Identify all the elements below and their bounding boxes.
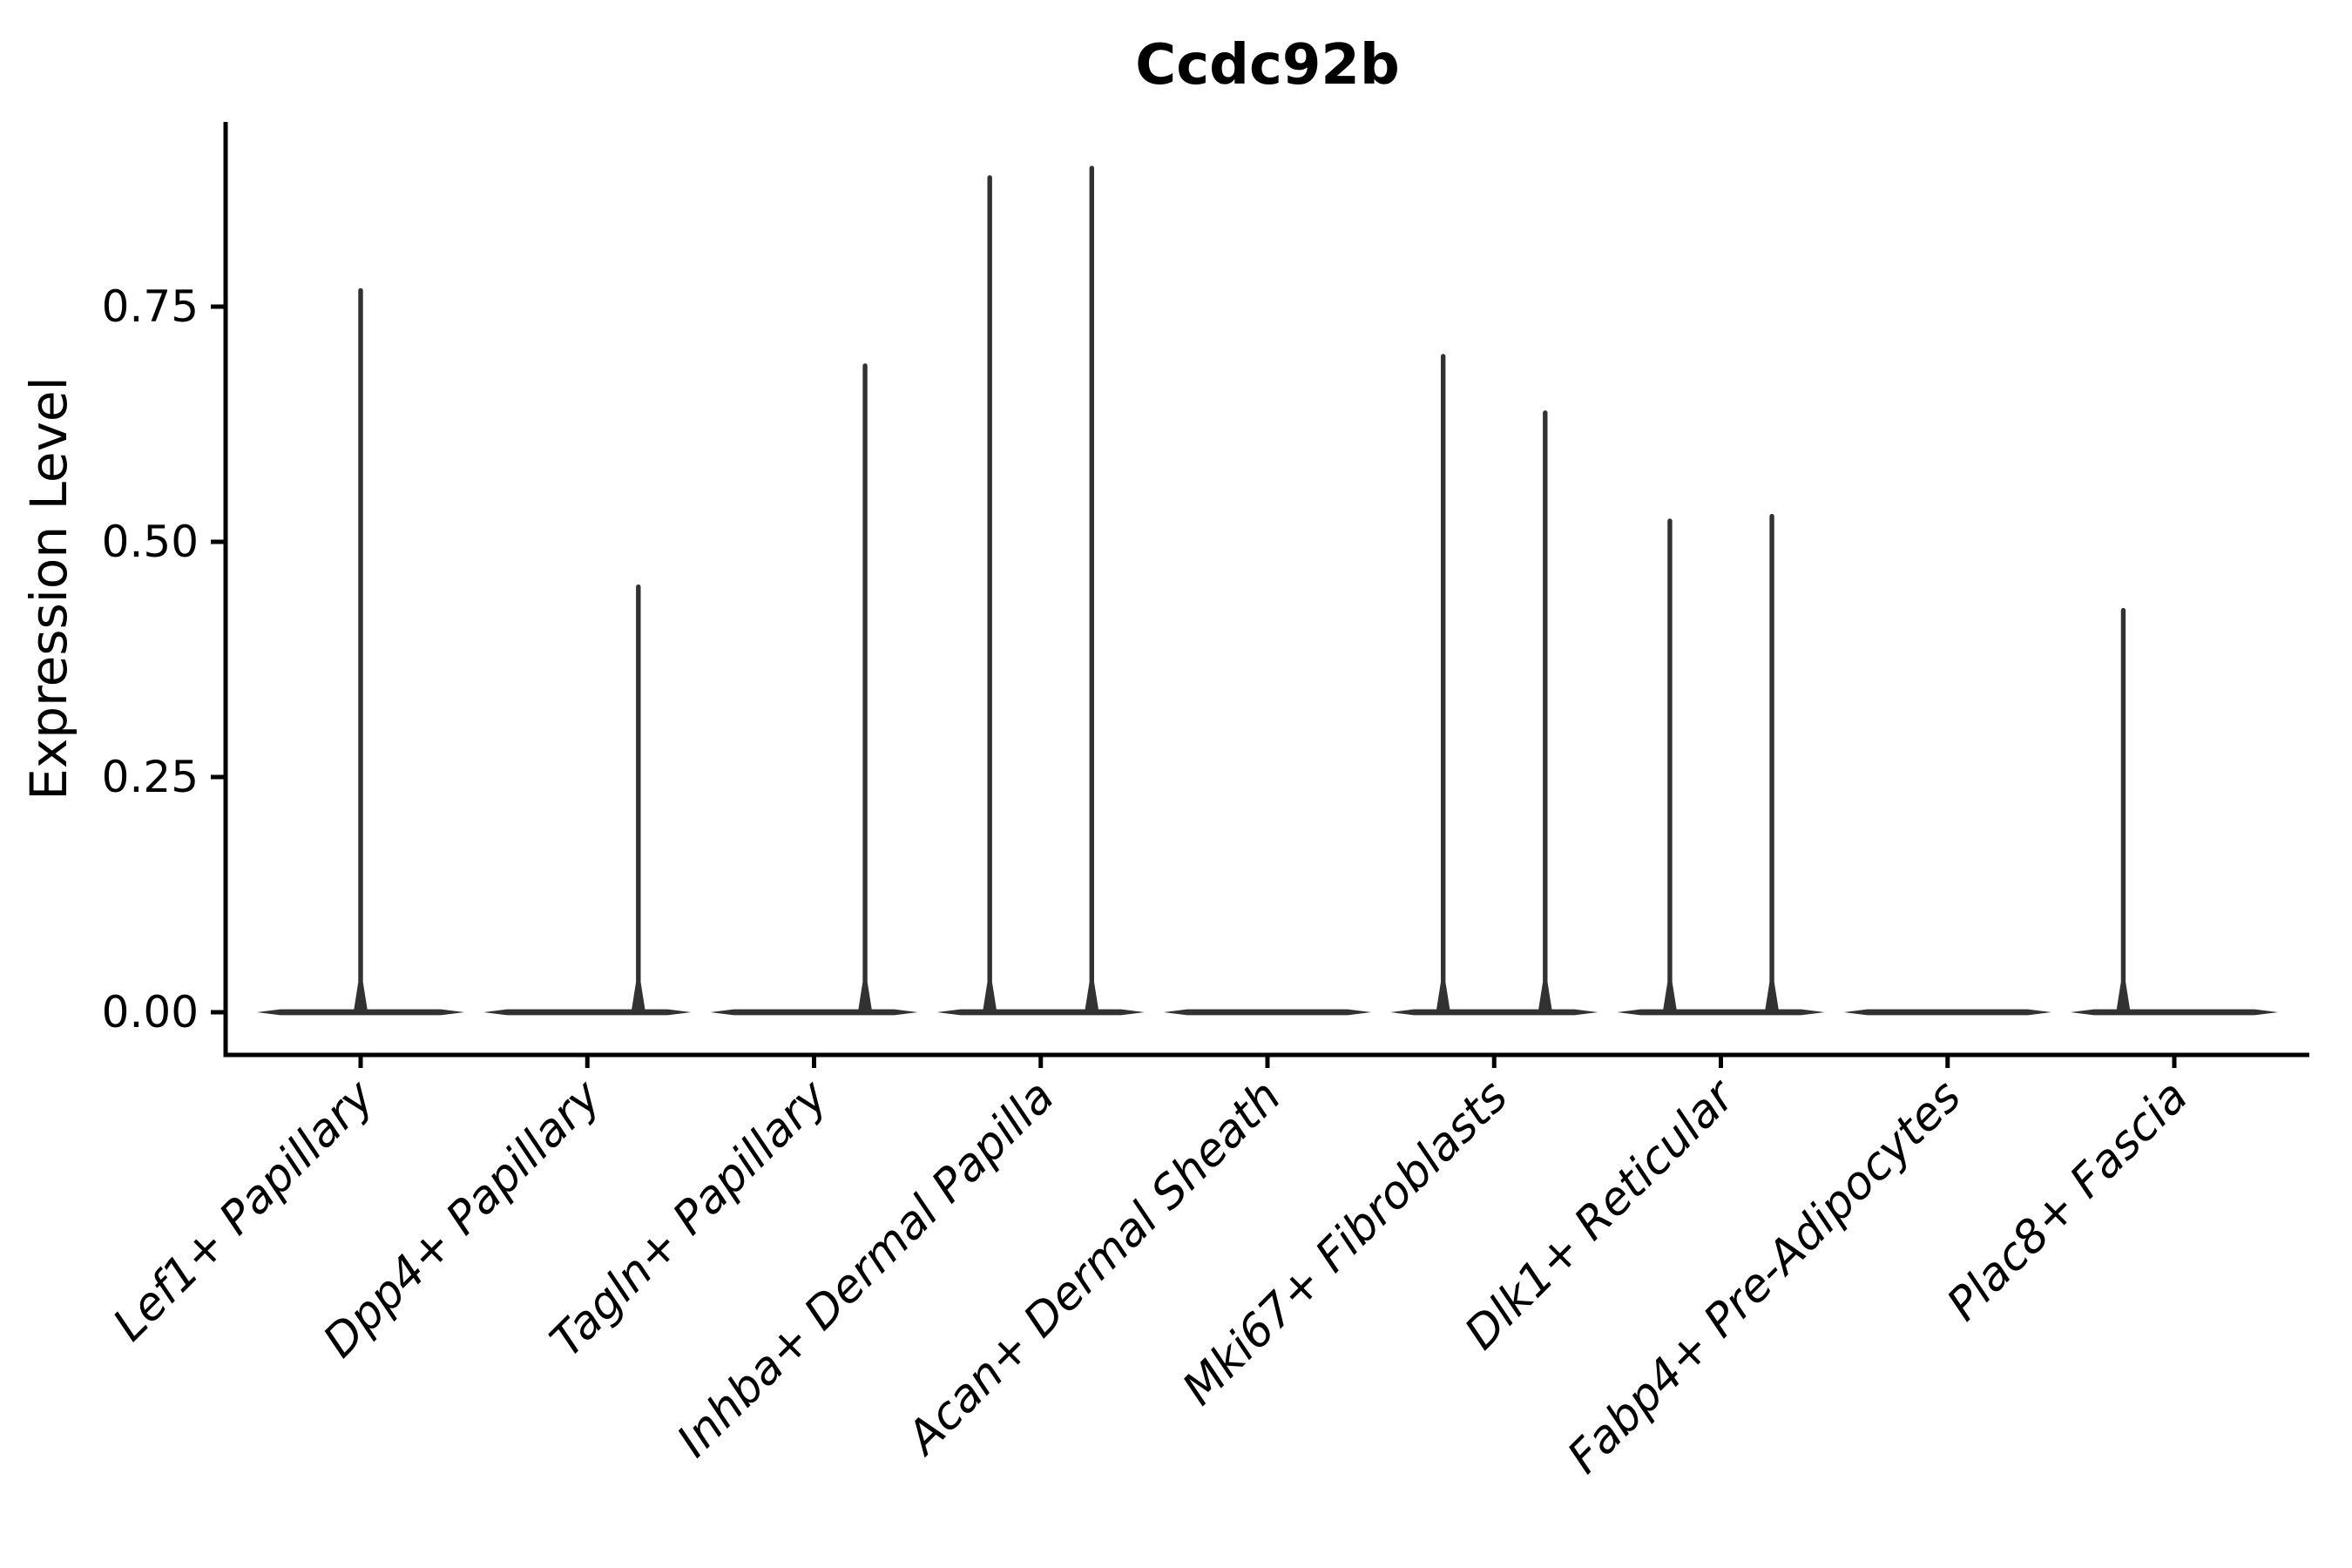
x-tick-label: Inhba+ Dermal Papilla	[667, 1071, 1064, 1468]
violin-base	[710, 1009, 918, 1016]
violin-base	[1617, 1009, 1825, 1016]
violin-spike-flare	[631, 983, 646, 1014]
y-tick-label: 0.00	[102, 987, 199, 1037]
violin-base	[2070, 1009, 2279, 1016]
violin-base	[483, 1009, 692, 1016]
chart-title: Ccdc92b	[1135, 33, 1400, 98]
y-tick-label: 0.25	[102, 752, 199, 802]
violin-spike-flare	[1662, 983, 1678, 1014]
violin-spike-flare	[1538, 983, 1553, 1014]
violin-spike-flare	[2115, 983, 2131, 1014]
violin-base	[1163, 1009, 1372, 1016]
violin-base	[1390, 1009, 1598, 1016]
violin-spike-flare	[1764, 983, 1780, 1014]
y-tick-label: 0.50	[102, 517, 199, 567]
x-tick-label: Acan+ Dermal Sheath	[896, 1071, 1291, 1466]
violin-spike-flare	[1084, 983, 1099, 1014]
violin-spike-flare	[353, 983, 368, 1014]
y-tick-label: 0.75	[102, 281, 199, 332]
violin-spike-flare	[1436, 983, 1451, 1014]
violin-base	[1843, 1009, 2051, 1016]
violin-base	[936, 1009, 1145, 1016]
violin-spike-flare	[857, 983, 873, 1014]
x-tick-label: Fabp4+ Pre-Adipocytes	[1558, 1071, 1971, 1484]
x-tick-label: Plac8+ Fascia	[1937, 1071, 2198, 1331]
y-axis-label: Expression Level	[19, 376, 78, 800]
violin-spike-flare	[982, 983, 997, 1014]
